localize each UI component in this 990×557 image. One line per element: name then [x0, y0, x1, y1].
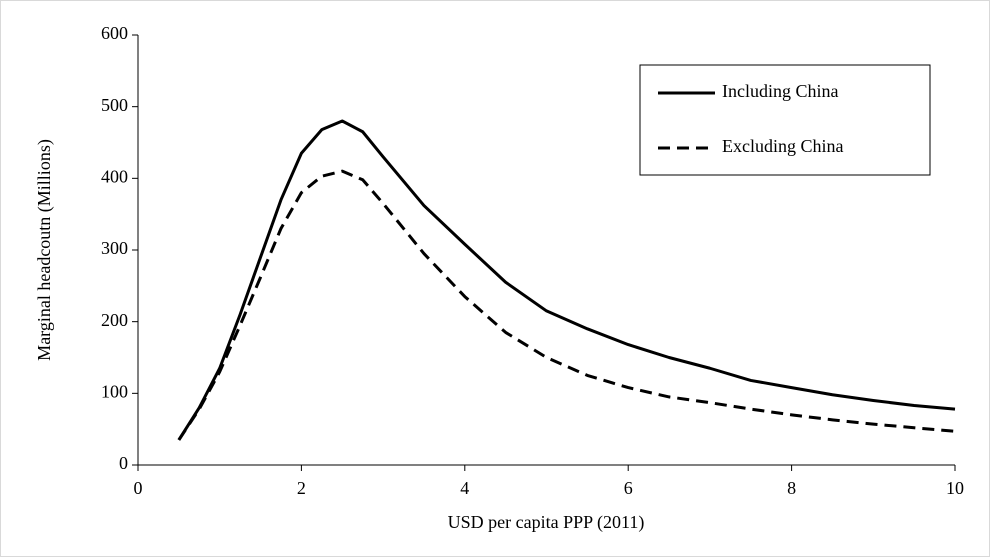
y-tick-label: 600	[101, 23, 128, 43]
data-line	[177, 119, 956, 441]
data-line	[177, 169, 956, 441]
x-tick-label: 2	[297, 478, 306, 498]
x-tick-label: 8	[787, 478, 796, 498]
y-tick-label: 300	[101, 238, 128, 258]
y-axis-title: Marginal headcoutn (Millions)	[34, 139, 55, 361]
x-tick-label: 10	[946, 478, 964, 498]
y-tick-label: 400	[101, 166, 128, 186]
x-axis-title: USD per capita PPP (2011)	[448, 512, 645, 533]
y-tick-label: 500	[101, 95, 128, 115]
y-tick-label: 100	[101, 381, 128, 401]
x-tick-label: 6	[624, 478, 633, 498]
legend-box	[639, 64, 931, 176]
x-tick-label: 4	[460, 478, 469, 498]
y-tick-label: 0	[119, 453, 128, 473]
legend-label: Including China	[722, 81, 838, 101]
legend-label: Excluding China	[722, 136, 843, 156]
y-tick-label: 200	[101, 310, 128, 330]
x-tick-label: 0	[134, 478, 143, 498]
